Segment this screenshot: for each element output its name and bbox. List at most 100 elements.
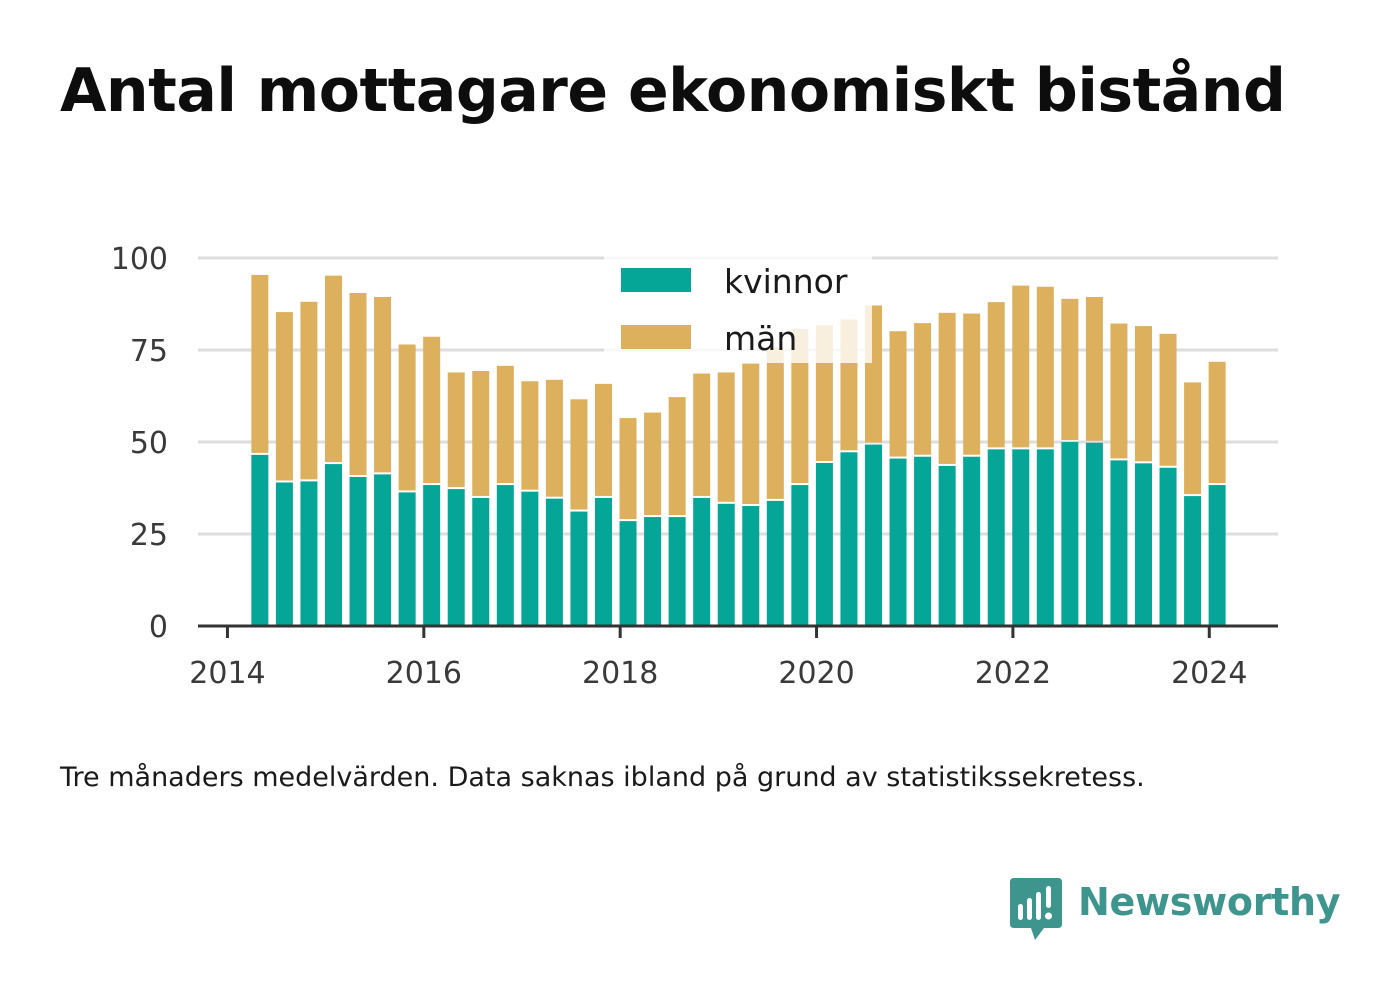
y-tick-label: 0 <box>149 610 168 645</box>
bar-man <box>300 301 318 480</box>
legend: kvinnor män <box>604 243 872 363</box>
x-tick-label: 2024 <box>1171 656 1247 691</box>
bar-kvinnor <box>472 497 490 626</box>
bar-kvinnor <box>496 485 514 626</box>
bar-kvinnor <box>840 452 858 626</box>
bar-man <box>496 365 514 484</box>
bar-man <box>374 297 392 473</box>
bars <box>251 274 1226 626</box>
bar-man <box>1085 297 1103 441</box>
bar-kvinnor <box>251 454 269 626</box>
bar-kvinnor <box>374 474 392 626</box>
legend-label-man: män <box>724 319 797 358</box>
bar-kvinnor <box>619 521 637 626</box>
bar-kvinnor <box>742 506 760 626</box>
bar-kvinnor <box>521 491 539 626</box>
bar-kvinnor <box>1184 496 1202 626</box>
legend-swatch-kvinnor <box>621 268 691 292</box>
bar-man <box>1208 361 1226 484</box>
bar-man <box>717 372 735 502</box>
brand-name: Newsworthy <box>1078 880 1341 924</box>
bar-kvinnor <box>594 497 612 626</box>
bar-kvinnor <box>938 465 956 626</box>
bar-kvinnor <box>668 517 686 626</box>
bar-man <box>545 379 563 497</box>
bar-man <box>1012 285 1030 448</box>
bar-kvinnor <box>324 464 342 626</box>
bar-kvinnor <box>889 458 907 626</box>
x-tick-label: 2016 <box>386 656 462 691</box>
brand: Newsworthy <box>1010 878 1341 942</box>
bar-man <box>521 381 539 490</box>
bar-man <box>1036 286 1054 448</box>
bar-man <box>766 347 784 499</box>
bar-kvinnor <box>1159 467 1177 626</box>
bar-man <box>423 336 441 484</box>
bar-man <box>693 373 711 496</box>
y-tick-label: 100 <box>111 242 168 277</box>
legend-label-kvinnor: kvinnor <box>724 262 848 301</box>
bar-kvinnor <box>1085 442 1103 626</box>
bar-man <box>644 412 662 516</box>
bar-man <box>594 383 612 496</box>
bar-kvinnor <box>791 485 809 626</box>
bar-kvinnor <box>987 449 1005 626</box>
x-tick-label: 2022 <box>975 656 1051 691</box>
bar-kvinnor <box>963 456 981 626</box>
bar-kvinnor <box>864 444 882 626</box>
bar-kvinnor <box>1036 449 1054 626</box>
x-tick-label: 2018 <box>582 656 658 691</box>
bar-man <box>570 399 588 510</box>
bar-man <box>889 331 907 457</box>
bar-kvinnor <box>570 511 588 626</box>
bar-kvinnor <box>349 476 367 626</box>
bar-man <box>324 275 342 463</box>
x-tick-label: 2014 <box>189 656 265 691</box>
bar-man <box>1159 333 1177 466</box>
footnote: Tre månaders medelvärden. Data saknas ib… <box>60 762 1145 793</box>
bar-man <box>1184 382 1202 495</box>
newsworthy-logo-icon <box>1010 878 1062 940</box>
bar-man <box>275 312 293 481</box>
y-tick-label: 25 <box>130 518 168 553</box>
axes: 0 25 50 75 100 2014 2016 2018 2020 2022 2024 <box>111 242 1278 691</box>
bar-kvinnor <box>1208 485 1226 626</box>
bar-man <box>963 313 981 455</box>
bar-kvinnor <box>1061 442 1079 626</box>
bar-kvinnor <box>717 503 735 626</box>
bar-man <box>938 312 956 464</box>
bar-kvinnor <box>275 482 293 626</box>
bar-kvinnor <box>398 492 416 626</box>
bar-kvinnor <box>693 497 711 626</box>
bar-kvinnor <box>447 489 465 626</box>
bar-man <box>251 274 269 453</box>
bar-kvinnor <box>423 485 441 626</box>
bar-man <box>447 372 465 488</box>
bar-kvinnor <box>545 498 563 626</box>
x-tick-label: 2020 <box>778 656 854 691</box>
bar-man <box>1061 298 1079 440</box>
bar-kvinnor <box>766 500 784 626</box>
bar-kvinnor <box>914 456 932 626</box>
bar-kvinnor <box>1110 460 1128 626</box>
bar-man <box>1134 326 1152 462</box>
bar-man <box>742 363 760 505</box>
bar-kvinnor <box>815 462 833 626</box>
legend-swatch-man <box>621 325 691 349</box>
bar-man <box>668 397 686 516</box>
bar-man <box>472 370 490 496</box>
bar-kvinnor <box>1134 463 1152 626</box>
bar-kvinnor <box>1012 449 1030 626</box>
y-tick-label: 50 <box>130 426 168 461</box>
bar-man <box>791 329 809 484</box>
chart-title: Antal mottagare ekonomiskt bistånd <box>60 56 1286 126</box>
y-tick-label: 75 <box>130 334 168 369</box>
bar-man <box>987 302 1005 448</box>
bar-kvinnor <box>644 517 662 626</box>
bar-man <box>914 323 932 455</box>
bar-man <box>619 418 637 520</box>
bar-kvinnor <box>300 481 318 626</box>
bar-man <box>349 292 367 475</box>
bar-man <box>1110 323 1128 459</box>
